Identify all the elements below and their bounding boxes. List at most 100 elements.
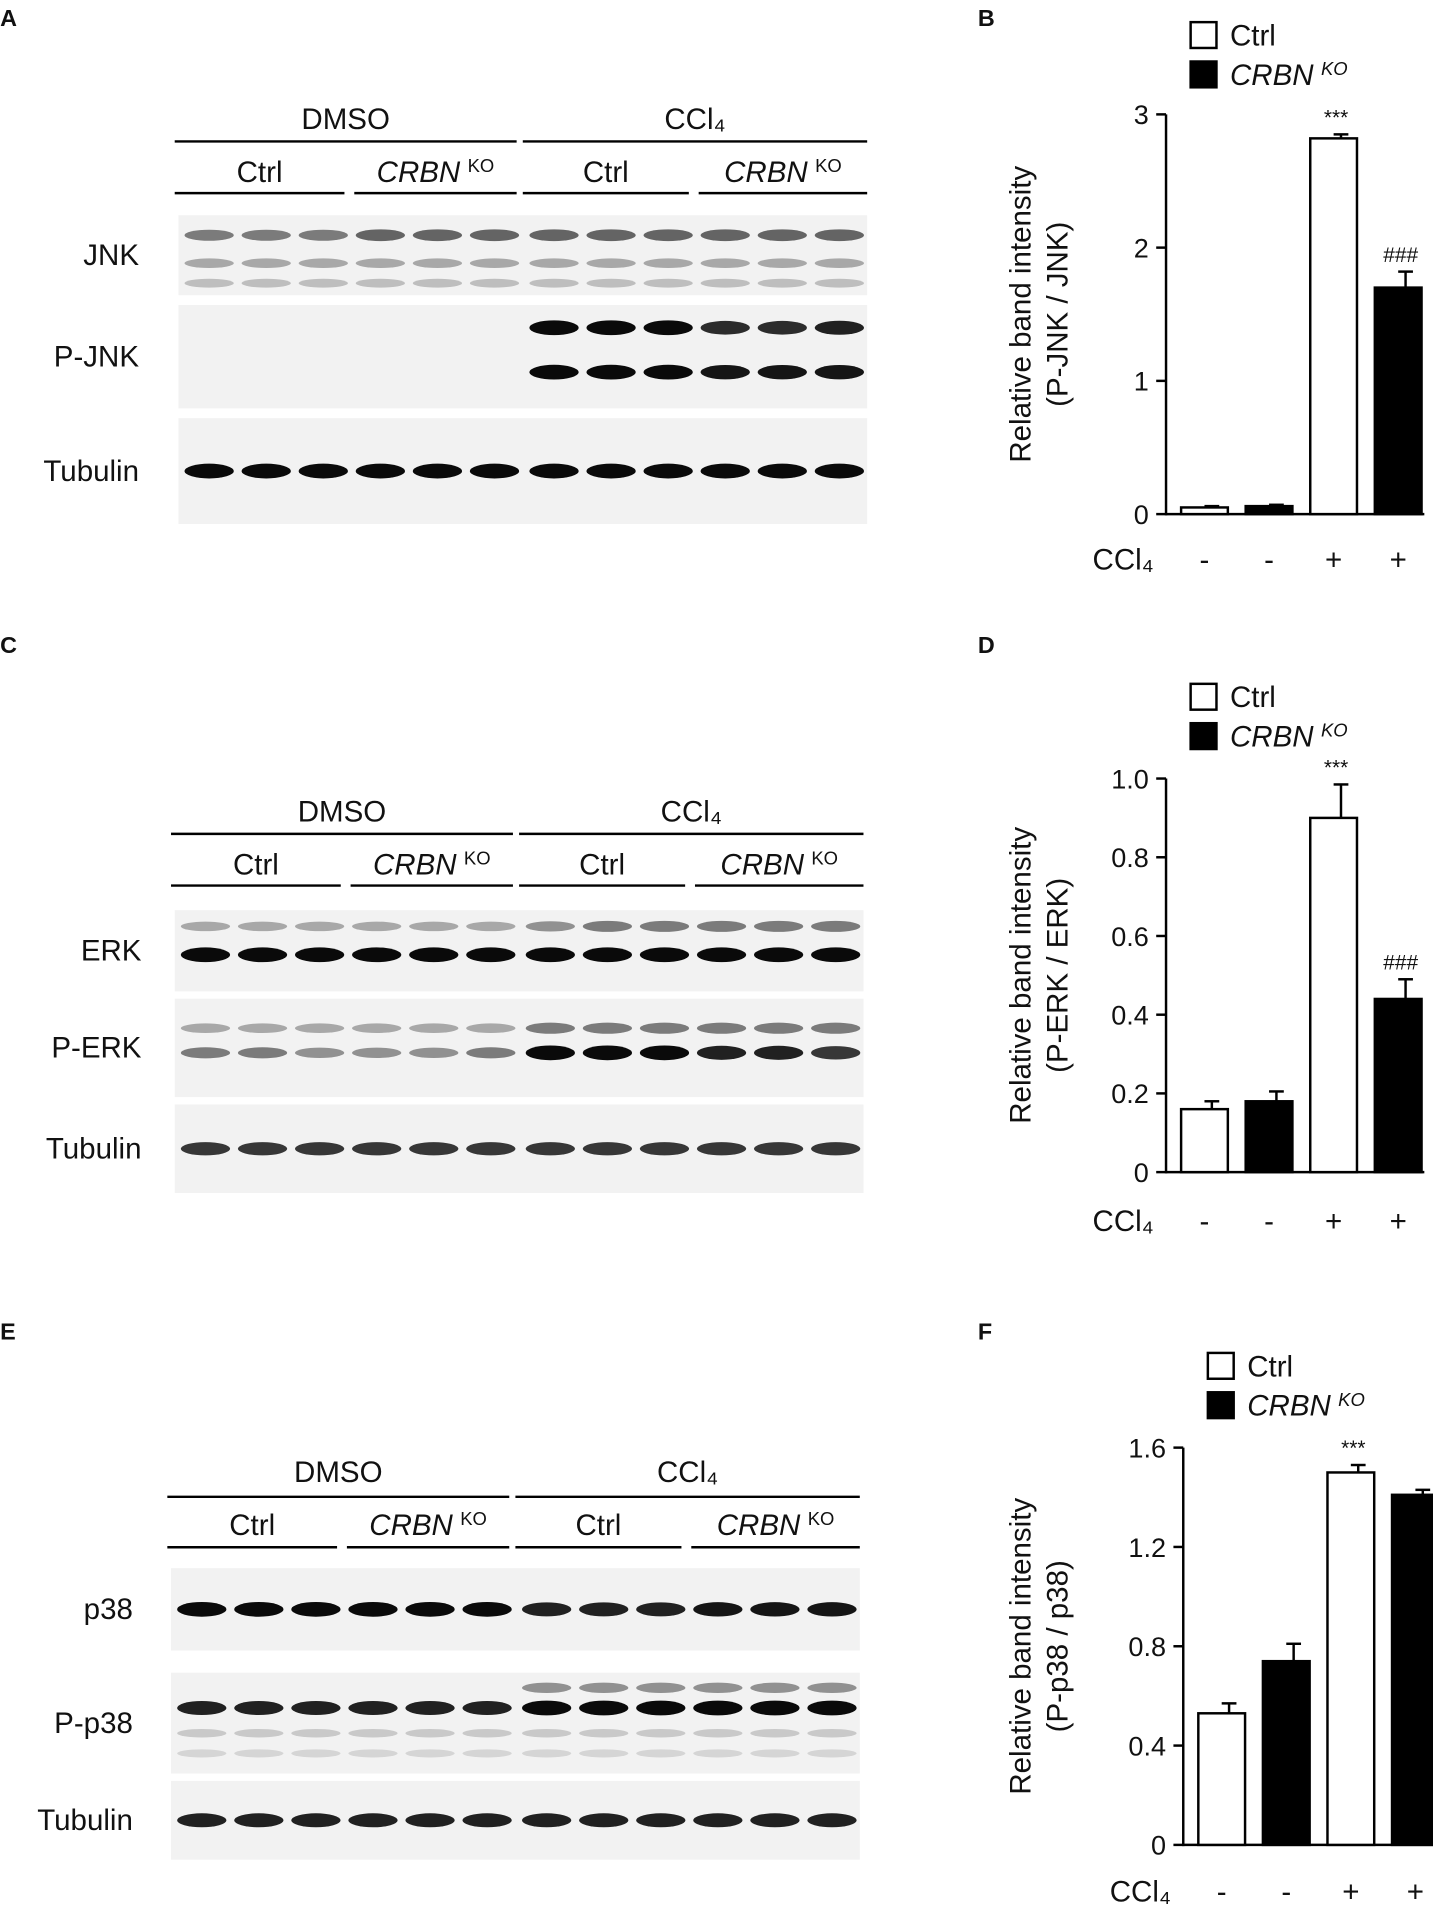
- blot-band: [234, 1728, 284, 1738]
- significance-label: ***: [1324, 107, 1348, 130]
- group-name: CRBN: [724, 156, 808, 189]
- blot-band: [696, 1022, 747, 1034]
- blot-band: [525, 947, 575, 963]
- y-tick-label: 0: [1151, 1831, 1166, 1861]
- y-tick-label: 0: [1134, 500, 1149, 530]
- blot-band: [184, 463, 234, 479]
- y-tick-label: 1.6: [1128, 1433, 1166, 1463]
- blot-band: [466, 921, 516, 932]
- blot-band: [405, 1749, 455, 1758]
- blot-band: [693, 1682, 743, 1693]
- blot-band: [348, 1749, 398, 1758]
- blot-band: [811, 947, 861, 963]
- blot-band: [237, 1023, 288, 1034]
- blot-band: [522, 1602, 572, 1617]
- blot-band: [814, 364, 864, 380]
- blot-band: [352, 1142, 402, 1156]
- blot-band: [462, 1728, 512, 1738]
- y-tick-label: 0.4: [1111, 1001, 1149, 1031]
- blot-band: [754, 1022, 804, 1034]
- blot-band: [180, 1023, 231, 1034]
- significance-label: ###: [1383, 244, 1418, 267]
- blot-strip: [178, 418, 868, 524]
- group-sup: KO: [815, 155, 842, 176]
- treatment-label: DMSO: [294, 1456, 382, 1489]
- blot-row-label: P-ERK: [51, 1032, 141, 1065]
- blot-band: [184, 278, 234, 288]
- blot-band: [807, 1749, 857, 1758]
- x-row-label: CCl₄: [1093, 1205, 1154, 1238]
- blot-band: [355, 278, 405, 288]
- blot-band: [405, 1601, 455, 1617]
- blot-band: [241, 258, 291, 269]
- x-row-label: CCl₄: [1110, 1875, 1171, 1908]
- y-axis-label: (P-JNK / JNK): [1042, 222, 1075, 407]
- group-sup: KO: [468, 155, 495, 176]
- legend-sup: KO: [1321, 720, 1348, 741]
- blot-band: [529, 364, 579, 380]
- blot-band: [811, 1022, 861, 1034]
- legend-label: Ctrl: [1230, 681, 1276, 714]
- bar: [1261, 1659, 1311, 1847]
- y-tick-label: 0.8: [1111, 843, 1149, 873]
- group-name: Ctrl: [229, 1509, 275, 1542]
- blot-band: [582, 947, 633, 963]
- y-tick-label: 2: [1134, 233, 1149, 263]
- legend-name: CRBN: [1230, 59, 1314, 92]
- group-label: CRBN KO: [373, 848, 491, 882]
- legend-label: Ctrl: [1230, 20, 1276, 53]
- blot-band: [469, 258, 520, 269]
- blot-band: [757, 320, 807, 335]
- group-name: Ctrl: [233, 848, 279, 881]
- blot-band: [184, 258, 234, 269]
- legend-sup: KO: [1321, 58, 1348, 79]
- blot-band: [639, 947, 690, 963]
- blot-band: [529, 463, 579, 479]
- blot-band: [409, 1023, 459, 1034]
- blot-band: [352, 947, 402, 963]
- x-tick-label: +: [1390, 1205, 1407, 1238]
- blot-band: [696, 947, 747, 963]
- blot-strip: [171, 1780, 860, 1860]
- blot-band: [237, 921, 288, 932]
- blot-band: [298, 229, 348, 241]
- treatment-label: CCl₄: [664, 103, 725, 136]
- significance-label: ***: [1341, 1437, 1365, 1460]
- blot-band: [529, 258, 579, 269]
- blot-band: [693, 1602, 743, 1617]
- blot-band: [237, 1142, 288, 1156]
- bar: [1179, 1107, 1230, 1174]
- blot-band: [529, 229, 579, 242]
- blot-strip: [174, 1104, 864, 1194]
- legend-label: CRBN KO: [1247, 1389, 1365, 1423]
- blot-band: [579, 1728, 629, 1738]
- blot-band: [295, 1023, 345, 1034]
- y-tick-label: 3: [1134, 100, 1149, 130]
- blot-band: [355, 258, 405, 269]
- blot-strip: [174, 998, 864, 1098]
- legend-name: CRBN: [1247, 1390, 1331, 1423]
- blot-band: [469, 463, 520, 479]
- group-name: Ctrl: [583, 156, 629, 189]
- bar: [1197, 1712, 1247, 1847]
- blot-strip: [178, 215, 868, 296]
- x-row-label: CCl₄: [1093, 543, 1154, 576]
- blot-band: [522, 1682, 572, 1693]
- group-name: CRBN: [369, 1509, 453, 1542]
- bar: [1326, 1471, 1376, 1847]
- blot-band: [295, 921, 345, 932]
- blot-band: [522, 1728, 572, 1738]
- legend-sup: KO: [1338, 1389, 1365, 1410]
- blot-strip: [171, 1672, 860, 1774]
- blot-band: [636, 1700, 686, 1716]
- blot-band: [700, 258, 750, 269]
- bar: [1309, 816, 1359, 1174]
- blot-band: [579, 1602, 629, 1617]
- blot-band: [241, 278, 291, 288]
- blot-row-label: JNK: [83, 239, 139, 272]
- blot-band: [412, 278, 463, 288]
- group-label: Ctrl: [575, 1509, 621, 1542]
- blot-band: [241, 463, 291, 479]
- blot-band: [750, 1602, 800, 1617]
- blot-row-label: Tubulin: [46, 1133, 142, 1166]
